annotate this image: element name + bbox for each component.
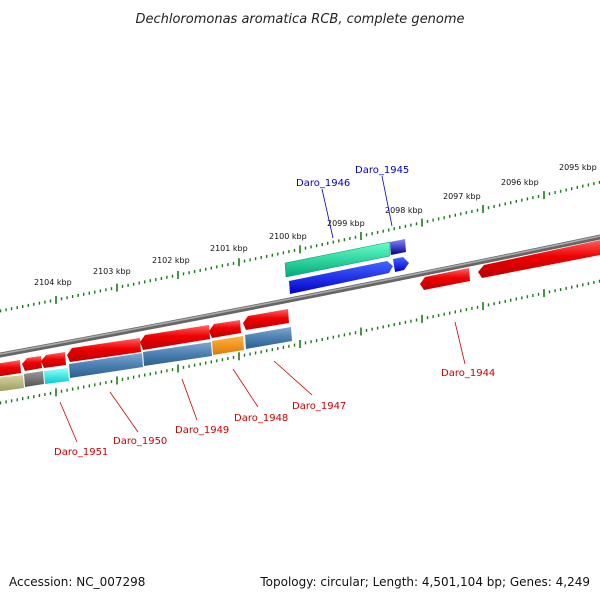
tick-label: 2104 kbp — [34, 278, 72, 287]
gene-label-daro-1949[interactable]: Daro_1949 — [175, 425, 229, 436]
topology-text: Topology: circular; Length: 4,501,104 bp… — [259, 575, 590, 589]
accession-text: Accession: NC_007298 — [9, 575, 145, 589]
feature-row — [0, 327, 292, 392]
tick-label: 2102 kbp — [152, 256, 190, 265]
gene-daro-1949-red[interactable] — [140, 325, 210, 350]
tick-label: 2100 kbp — [269, 232, 307, 241]
feature-olive[interactable] — [0, 375, 24, 392]
tick-label: 2096 kbp — [501, 178, 539, 187]
reverse-strand-genes-left — [0, 309, 289, 377]
gene-small-red-2[interactable] — [0, 360, 21, 377]
tick-labels: 2100 kbp 2099 kbp 2098 kbp 2097 kbp 2096… — [34, 163, 597, 287]
gene-daro-1944-bar[interactable] — [420, 268, 470, 290]
reverse-gene-labels: Daro_1944 Daro_1947 Daro_1948 Daro_1949 … — [54, 321, 495, 458]
genome-backbone — [0, 234, 600, 358]
gene-daro-1948-red[interactable] — [209, 320, 241, 338]
feature-1951-cyan[interactable] — [44, 368, 69, 384]
feature-gray[interactable] — [24, 371, 44, 387]
tick-label: 2098 kbp — [385, 206, 423, 215]
gene-label-daro-1945[interactable]: Daro_1945 — [355, 165, 409, 176]
gene-label-daro-1948[interactable]: Daro_1948 — [234, 413, 288, 424]
gene-daro-1947-red[interactable] — [243, 309, 289, 330]
forward-gene-labels: Daro_1946 Daro_1945 — [296, 165, 409, 239]
outer-tick-track — [0, 180, 600, 313]
gene-label-daro-1944[interactable]: Daro_1944 — [441, 368, 495, 379]
gene-daro-1950-red[interactable] — [67, 338, 141, 362]
inner-tick-track — [0, 279, 600, 405]
gene-label-daro-1947[interactable]: Daro_1947 — [292, 401, 346, 412]
tick-label: 2095 kbp — [559, 163, 597, 172]
gene-label-daro-1951[interactable]: Daro_1951 — [54, 447, 108, 458]
forward-strand-genes — [284, 239, 409, 294]
tick-label: 2103 kbp — [93, 267, 131, 276]
tick-label: 2099 kbp — [327, 219, 365, 228]
feature-1948-orange[interactable] — [212, 336, 244, 355]
gene-label-daro-1950[interactable]: Daro_1950 — [113, 436, 167, 447]
gene-reverse-long-bar[interactable] — [478, 239, 600, 278]
reverse-strand-genes-right — [420, 239, 600, 290]
gene-daro-1951-red[interactable] — [41, 352, 66, 368]
gene-daro-1945-bar[interactable] — [390, 239, 406, 255]
gene-forward-blue-bar[interactable] — [289, 261, 393, 294]
map-title: Dechloromonas aromatica RCB, complete ge… — [135, 12, 464, 27]
tick-label: 2101 kbp — [210, 244, 248, 253]
feature-1949-steel[interactable] — [143, 342, 212, 366]
tick-label: 2097 kbp — [443, 192, 481, 201]
feature-1950-steel[interactable] — [69, 353, 143, 378]
gene-daro-1946-bar[interactable] — [284, 241, 391, 278]
feature-1947-steel[interactable] — [245, 327, 292, 349]
gene-small-red-1[interactable] — [22, 356, 42, 371]
gene-forward-navy-small[interactable] — [393, 257, 409, 272]
gene-label-daro-1946[interactable]: Daro_1946 — [296, 178, 350, 189]
